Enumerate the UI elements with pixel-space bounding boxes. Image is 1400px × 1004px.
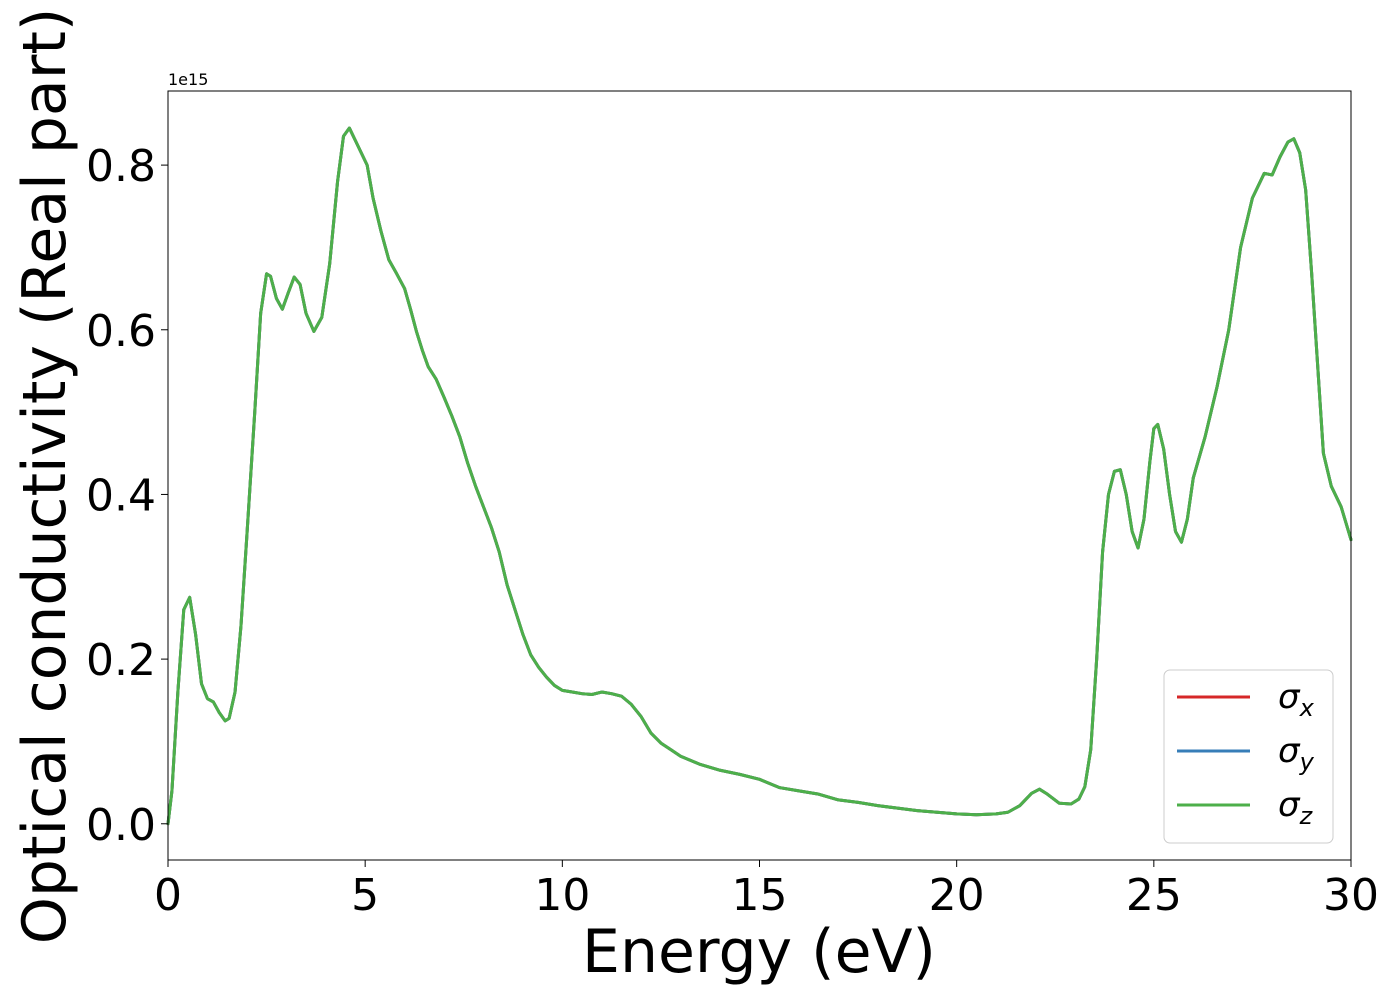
y-tick-label: 0.6: [86, 306, 156, 357]
x-axis-ticks: 0 5 10 15 20 25 30: [154, 860, 1379, 921]
x-tick-label: 10: [534, 870, 590, 921]
x-tick-label: 5: [351, 870, 379, 921]
y-axis-ticks: 0.0 0.2 0.4 0.6 0.8: [86, 141, 168, 851]
x-tick-label: 15: [732, 870, 788, 921]
y-tick-label: 0.4: [86, 470, 156, 521]
series-layer: [166, 126, 1353, 826]
series-line-z: [166, 126, 1353, 826]
legend: σx σy σz: [1163, 669, 1334, 844]
legend-label-x: σx: [1278, 677, 1315, 722]
legend-box: [1163, 669, 1334, 844]
x-tick-label: 20: [929, 870, 985, 921]
y-tick-label: 0.8: [86, 141, 156, 192]
legend-label-y: σy: [1278, 731, 1315, 776]
x-tick-label: 0: [154, 870, 182, 921]
y-axis-label: Optical conductivity (Real part): [10, 8, 80, 945]
y-tick-label: 0.2: [86, 635, 156, 686]
x-axis-label: Energy (eV): [582, 917, 936, 987]
y-tick-label: 0.0: [86, 800, 156, 851]
x-tick-label: 25: [1126, 870, 1182, 921]
y-offset-label: 1e15: [168, 70, 208, 89]
x-tick-label: 30: [1323, 870, 1379, 921]
legend-label-z: σz: [1278, 785, 1314, 830]
